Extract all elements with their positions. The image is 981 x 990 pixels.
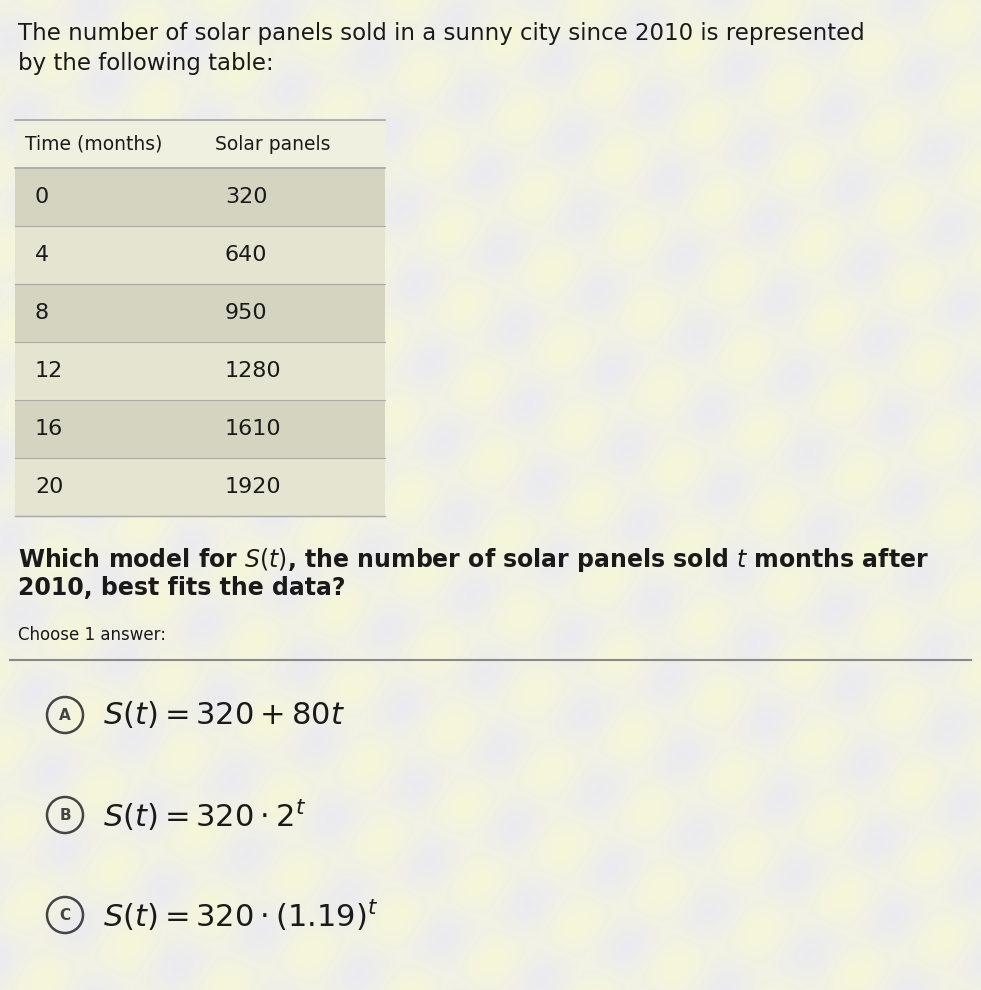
Text: 950: 950 — [225, 303, 268, 323]
Text: 1920: 1920 — [225, 477, 282, 497]
Text: 16: 16 — [35, 419, 63, 439]
Bar — [15, 168, 385, 226]
Text: $S(t) = 320 \cdot 2^t$: $S(t) = 320 \cdot 2^t$ — [103, 797, 306, 833]
Text: 2010, best fits the data?: 2010, best fits the data? — [18, 576, 345, 600]
Text: 8: 8 — [35, 303, 49, 323]
Text: The number of solar panels sold in a sunny city since 2010 is represented: The number of solar panels sold in a sun… — [18, 22, 864, 45]
Bar — [15, 120, 385, 168]
Text: 12: 12 — [35, 361, 63, 381]
Text: 1610: 1610 — [225, 419, 282, 439]
Text: 4: 4 — [35, 245, 49, 265]
Text: 0: 0 — [35, 187, 49, 207]
Bar — [15, 400, 385, 458]
Text: by the following table:: by the following table: — [18, 52, 274, 75]
Bar — [15, 342, 385, 400]
Text: C: C — [60, 908, 71, 923]
Text: B: B — [59, 808, 71, 823]
Text: $S(t) = 320 \cdot (1.19)^t$: $S(t) = 320 \cdot (1.19)^t$ — [103, 897, 379, 933]
Text: Solar panels: Solar panels — [215, 135, 331, 153]
Text: Which model for $S(t)$, the number of solar panels sold $t$ months after: Which model for $S(t)$, the number of so… — [18, 546, 929, 574]
Text: $S(t) = 320 + 80t$: $S(t) = 320 + 80t$ — [103, 700, 345, 731]
Text: A: A — [59, 708, 71, 723]
Bar — [15, 458, 385, 516]
Text: 640: 640 — [225, 245, 268, 265]
Text: Choose 1 answer:: Choose 1 answer: — [18, 626, 166, 644]
Text: Time (months): Time (months) — [25, 135, 163, 153]
Text: 320: 320 — [225, 187, 268, 207]
Bar — [15, 226, 385, 284]
Bar — [15, 284, 385, 342]
Text: 20: 20 — [35, 477, 64, 497]
Text: 1280: 1280 — [225, 361, 282, 381]
